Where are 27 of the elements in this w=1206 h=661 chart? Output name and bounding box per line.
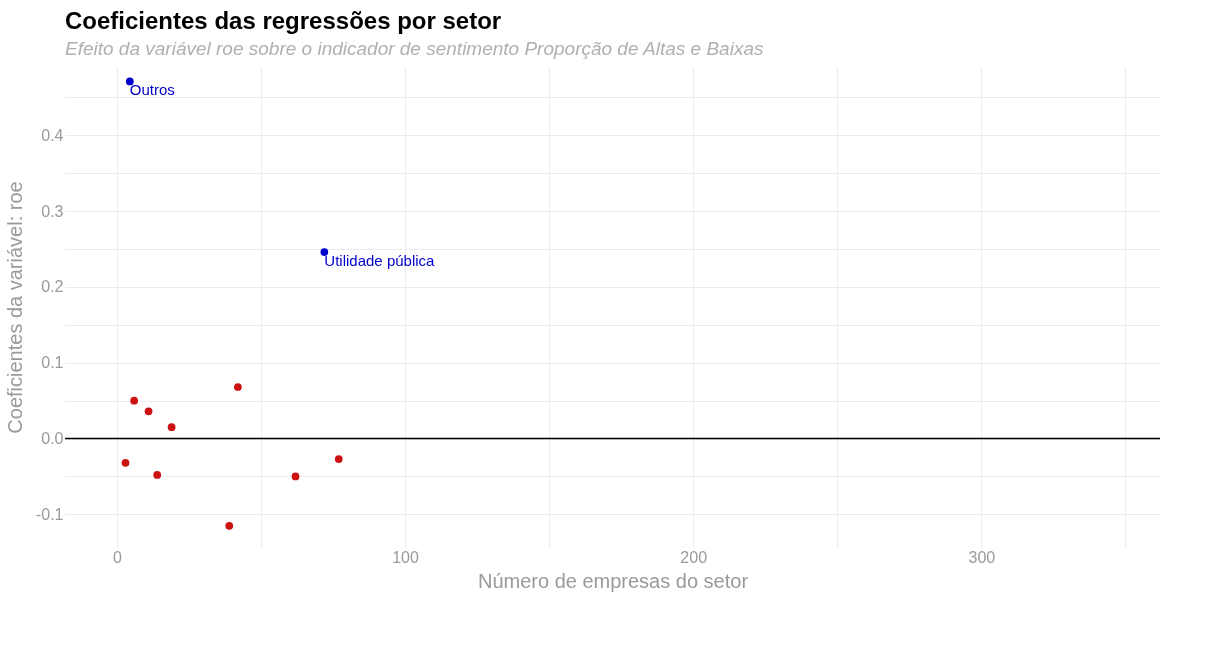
point xyxy=(121,458,130,467)
y-tick-label: -0.1 xyxy=(35,505,64,523)
y-tick-label: 0.1 xyxy=(41,354,64,372)
y-tick-label: 0.3 xyxy=(41,202,64,220)
x-tick-label: 0 xyxy=(112,548,122,566)
x-tick-label: 100 xyxy=(392,548,419,566)
point xyxy=(130,396,139,405)
y-tick-label: 0.2 xyxy=(41,278,64,296)
y-tick-label: 0.4 xyxy=(41,126,64,144)
annotation: Utilidade pública xyxy=(324,252,436,270)
point xyxy=(125,77,134,86)
x-tick-label: 300 xyxy=(968,548,996,566)
point xyxy=(234,383,242,391)
point xyxy=(225,521,234,530)
y-axis-title: Coeficientes da variável: roe xyxy=(3,181,26,434)
annotation: Outros xyxy=(129,81,175,99)
point xyxy=(320,248,329,256)
point xyxy=(153,471,162,479)
point xyxy=(167,423,176,432)
y-tick-label: 0.0 xyxy=(41,430,64,448)
chart-title: Coeficientes das regressões por setor xyxy=(65,7,502,34)
point xyxy=(144,407,153,416)
point xyxy=(291,472,300,481)
point xyxy=(334,455,343,463)
chart-subtitle: Efeito da variável roe sobre o indicador de sentimento Proporção de Altas e Baixas xyxy=(65,38,764,59)
x-tick-label: 200 xyxy=(680,548,708,566)
x-axis-title: Número de empresas do setor xyxy=(477,569,749,592)
